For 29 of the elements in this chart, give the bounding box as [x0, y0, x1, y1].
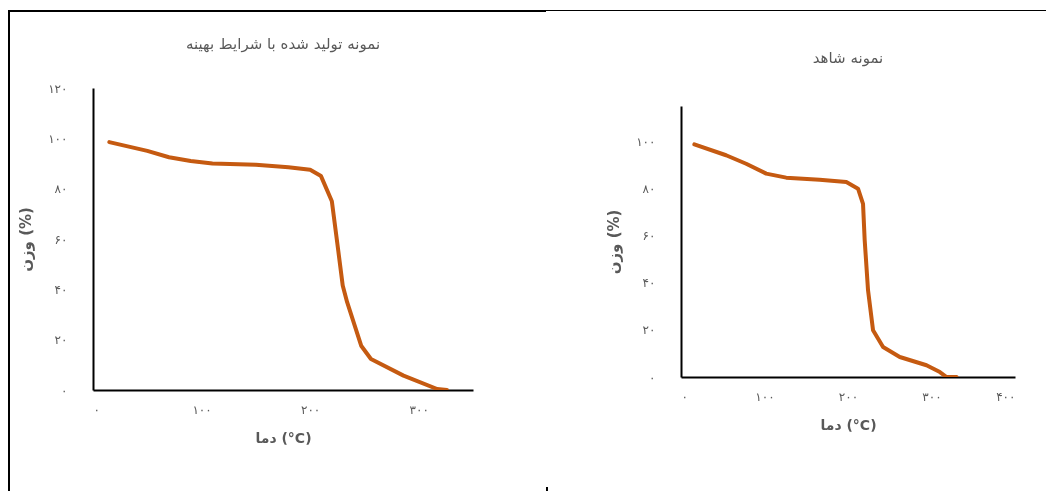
chart-title: نمونه تولید شده با شرایط بهینه — [185, 35, 381, 53]
x-tick-label: ۰ — [93, 402, 100, 417]
y-tick-label: ۲۰ — [54, 333, 68, 348]
y-tick-label: ۱۰۰ — [48, 131, 68, 146]
y-tick-label: ۱۰۰ — [636, 134, 656, 149]
x-axis-title: دما (°C) — [255, 429, 312, 446]
y-tick-label: ۶۰ — [54, 232, 68, 247]
y-axis-title: وزن (%) — [17, 207, 36, 272]
y-tick-label: ۱۲۰ — [48, 81, 68, 96]
x-tick-label: ۳۰۰ — [922, 389, 942, 404]
y-tick-label: ۸۰ — [54, 182, 68, 197]
x-tick-label: ۴۰۰ — [996, 389, 1016, 404]
chart-title: نمونه شاهد — [812, 49, 884, 67]
x-tick-label: ۲۰۰ — [838, 389, 859, 404]
x-tick-label: ۳۰۰ — [409, 402, 429, 417]
x-tick-label: ۱۰۰ — [192, 402, 212, 417]
line-series — [692, 142, 959, 377]
y-tick-label: ۰ — [649, 370, 656, 385]
y-tick-label: ۸۰ — [642, 181, 656, 196]
y-tick-label: ۴۰ — [642, 276, 656, 291]
x-tick-label: ۲۰۰ — [300, 402, 321, 417]
line-series — [107, 140, 449, 390]
y-tick-label: ۲۰ — [642, 323, 656, 338]
x-tick-label: ۱۰۰ — [755, 389, 775, 404]
x-tick-label: ۰ — [681, 389, 688, 404]
y-axis-title: وزن (%) — [605, 209, 624, 275]
x-axis-title: دما (°C) — [820, 416, 877, 433]
y-tick-label: ۴۰ — [54, 282, 68, 297]
y-tick-label: ۶۰ — [642, 229, 656, 244]
